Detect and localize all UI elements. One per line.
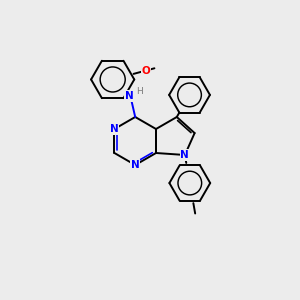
Text: N: N [181,150,189,160]
Text: H: H [136,87,142,96]
Text: O: O [141,66,150,76]
Text: N: N [110,124,119,134]
Text: N: N [131,160,140,170]
Text: N: N [125,91,134,101]
